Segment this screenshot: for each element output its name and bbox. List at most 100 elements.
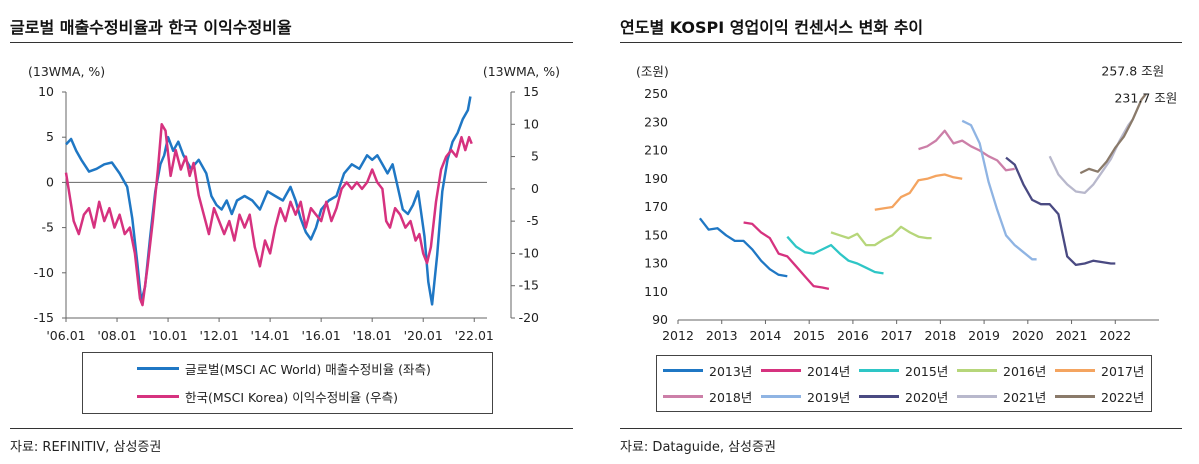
x-tick-label: '12.01 <box>199 328 238 343</box>
legend-label: 2021년 <box>1003 390 1047 405</box>
legend-label: 2020년 <box>905 390 949 405</box>
left-y-tick-label: 10 <box>38 84 54 99</box>
right-y-tick-label: 10 <box>523 116 539 131</box>
right-chart-title: 연도별 KOSPI 영업이익 컨센서스 변화 추이 <box>620 18 924 37</box>
y-tick-label: 230 <box>644 114 668 129</box>
x-tick-label: 2018 <box>924 328 956 343</box>
legend-label-korea: 한국(MSCI Korea) 이익수정비율 (우측) <box>185 390 398 405</box>
y-tick-label: 90 <box>652 312 668 327</box>
x-tick-label: '06.01 <box>46 328 85 343</box>
series-line-2021 <box>1048 118 1134 195</box>
legend-swatch <box>957 369 997 372</box>
legend-item-2018: 2018년 <box>663 387 752 406</box>
series-line-2013 <box>698 217 788 278</box>
series-line-global <box>65 96 472 306</box>
x-tick-label: 2019 <box>968 328 1000 343</box>
series-line-korea <box>64 123 473 307</box>
right-y-tick-label: 15 <box>523 84 539 99</box>
left-source-divider <box>10 428 573 429</box>
left-chart: (13WMA, %) (13WMA, %) 10 5 0 -5 -10 -15 15 10 5 0 -5… <box>28 64 560 343</box>
legend-item-2019: 2019년 <box>761 387 850 406</box>
left-axis-unit-label: (13WMA, %) <box>28 64 105 79</box>
legend-swatch <box>859 395 899 398</box>
series-line-2018 <box>918 129 1015 172</box>
x-tick-label: '18.01 <box>353 328 392 343</box>
series-line-2022 <box>1079 93 1147 175</box>
right-y-tick-label: -10 <box>519 245 539 260</box>
right-axis-unit-label: (13WMA, %) <box>483 64 560 79</box>
legend-label: 2014년 <box>807 364 851 379</box>
legend-swatch <box>761 395 801 398</box>
right-source-divider <box>620 428 1182 429</box>
x-tick-label: 2022 <box>1099 328 1131 343</box>
y-tick-label: 150 <box>644 227 668 242</box>
legend-item-korea: 한국(MSCI Korea) 이익수정비율 (우측) <box>137 387 398 406</box>
legend-swatch <box>761 369 801 372</box>
series-line-2014 <box>743 221 830 291</box>
x-tick-label: 2012 <box>662 328 694 343</box>
right-source: 자료: Dataguide, 삼성증권 <box>620 440 776 455</box>
legend-label-global: 글로벌(MSCI AC World) 매출수정비율 (좌측) <box>185 362 431 377</box>
right-panel: 연도별 KOSPI 영업이익 컨센서스 변화 추이 (조원) 250 230 210 1… <box>620 0 1199 464</box>
y-tick-label: 250 <box>644 86 668 101</box>
right-y-tick-label: -15 <box>519 278 539 293</box>
left-legend: 글로벌(MSCI AC World) 매출수정비율 (좌측) 한국(MSCI K… <box>82 352 493 414</box>
right-y-tick-label: 0 <box>531 181 539 196</box>
series-line-2015 <box>786 235 884 275</box>
legend-item-2021: 2021년 <box>957 387 1046 406</box>
series-line-2020 <box>1005 156 1116 267</box>
legend-label: 2019년 <box>807 390 851 405</box>
left-title-divider <box>10 42 573 43</box>
y-axis-unit-label: (조원) <box>636 64 669 79</box>
x-tick-label: '16.01 <box>302 328 341 343</box>
legend-label: 2022년 <box>1101 390 1145 405</box>
left-y-tick-label: -5 <box>42 220 54 235</box>
series-line-2019 <box>961 119 1037 261</box>
legend-item-2022: 2022년 <box>1055 387 1144 406</box>
legend-item-2014: 2014년 <box>761 361 850 380</box>
legend-swatch-global <box>137 367 179 370</box>
x-tick-label: '20.01 <box>404 328 443 343</box>
left-chart-title: 글로벌 매출수정비율과 한국 이익수정비율 <box>10 18 292 37</box>
x-tick-label: 2015 <box>793 328 825 343</box>
legend-label: 2016년 <box>1003 364 1047 379</box>
left-y-tick-label: -15 <box>34 310 54 325</box>
x-tick-label: 2017 <box>881 328 913 343</box>
legend-swatch <box>1055 395 1095 398</box>
x-tick-label: '14.01 <box>251 328 290 343</box>
legend-label: 2013년 <box>709 364 753 379</box>
left-y-tick-label: -10 <box>34 265 54 280</box>
left-y-tick-label: 0 <box>46 174 54 189</box>
left-y-tick-label: 5 <box>46 129 54 144</box>
x-tick-label: 2016 <box>837 328 869 343</box>
series-line-2016 <box>830 225 932 247</box>
x-tick-label: 2013 <box>706 328 738 343</box>
legend-swatch <box>1055 369 1095 372</box>
value-annotation: 257.8 조원 <box>1101 64 1164 79</box>
legend-item-2016: 2016년 <box>957 361 1046 380</box>
legend-item-2013: 2013년 <box>663 361 752 380</box>
right-y-tick-label: -5 <box>527 213 539 228</box>
legend-item-2015: 2015년 <box>859 361 948 380</box>
legend-swatch-korea <box>137 395 179 398</box>
x-tick-label: 2021 <box>1056 328 1088 343</box>
x-tick-label: 2014 <box>750 328 782 343</box>
legend-label: 2015년 <box>905 364 949 379</box>
x-tick-label: '08.01 <box>97 328 136 343</box>
right-y-tick-label: 5 <box>531 149 539 164</box>
legend-item-2017: 2017년 <box>1055 361 1144 380</box>
legend-label: 2018년 <box>709 390 753 405</box>
legend-swatch <box>663 395 703 398</box>
x-tick-label: 2020 <box>1012 328 1044 343</box>
y-tick-label: 210 <box>644 143 668 158</box>
left-panel: 글로벌 매출수정비율과 한국 이익수정비율 (13WMA, %) (13WMA, … <box>0 0 590 464</box>
y-tick-label: 110 <box>644 284 668 299</box>
legend-swatch <box>957 395 997 398</box>
value-annotation: 231.7 조원 <box>1114 90 1177 105</box>
legend-item-2020: 2020년 <box>859 387 948 406</box>
right-y-tick-label: -20 <box>519 310 539 325</box>
left-source: 자료: REFINITIV, 삼성증권 <box>10 440 162 455</box>
y-tick-label: 130 <box>644 256 668 271</box>
legend-swatch <box>859 369 899 372</box>
